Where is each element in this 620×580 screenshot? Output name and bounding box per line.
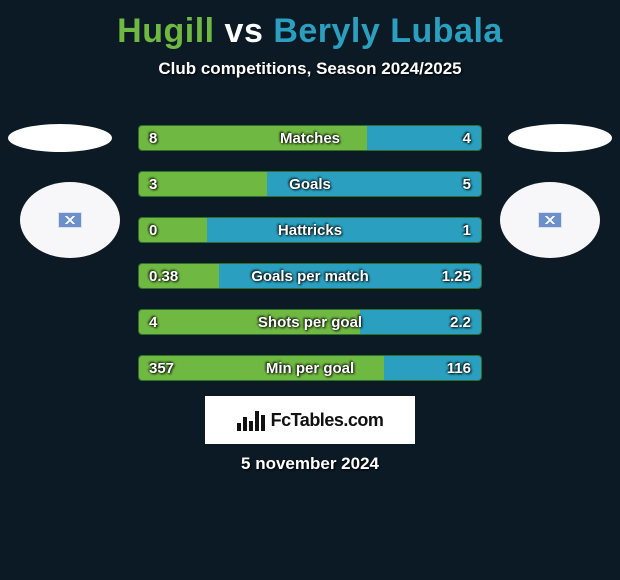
stat-value-right: 2.2 [440, 310, 481, 334]
stat-row: 357116Min per goal [138, 355, 482, 381]
player1-ellipse [8, 124, 112, 152]
date-text: 5 november 2024 [0, 454, 620, 474]
stat-row: 35Goals [138, 171, 482, 197]
stat-bar-right [267, 172, 481, 196]
player2-badge [500, 182, 600, 258]
player2-ellipse [508, 124, 612, 152]
stat-bar-left [139, 126, 367, 150]
fctables-logo: FcTables.com [205, 396, 415, 444]
stat-value-left: 0 [139, 218, 167, 242]
stat-row: 0.381.25Goals per match [138, 263, 482, 289]
stat-bar-right [207, 218, 481, 242]
stat-value-left: 357 [139, 356, 184, 380]
flag-icon [538, 212, 562, 228]
stat-value-right: 4 [453, 126, 481, 150]
stat-row: 01Hattricks [138, 217, 482, 243]
stat-value-left: 0.38 [139, 264, 188, 288]
stat-value-right: 5 [453, 172, 481, 196]
player1-name: Hugill [117, 12, 214, 50]
stat-value-left: 4 [139, 310, 167, 334]
stat-bars: 84Matches35Goals01Hattricks0.381.25Goals… [138, 125, 482, 401]
stat-bar-left [139, 310, 360, 334]
stat-value-left: 3 [139, 172, 167, 196]
stat-value-right: 1 [453, 218, 481, 242]
player1-badge [20, 182, 120, 258]
logo-text: FcTables.com [271, 410, 384, 431]
stat-row: 42.2Shots per goal [138, 309, 482, 335]
comparison-title: Hugill vs Beryly Lubala [0, 0, 620, 51]
flag-icon [58, 212, 82, 228]
vs-text: vs [215, 12, 274, 50]
stat-value-right: 1.25 [432, 264, 481, 288]
stat-value-right: 116 [437, 356, 481, 380]
player2-name: Beryly Lubala [273, 12, 502, 50]
stat-value-left: 8 [139, 126, 167, 150]
logo-bars-icon [237, 409, 265, 431]
subtitle: Club competitions, Season 2024/2025 [0, 59, 620, 79]
stat-row: 84Matches [138, 125, 482, 151]
